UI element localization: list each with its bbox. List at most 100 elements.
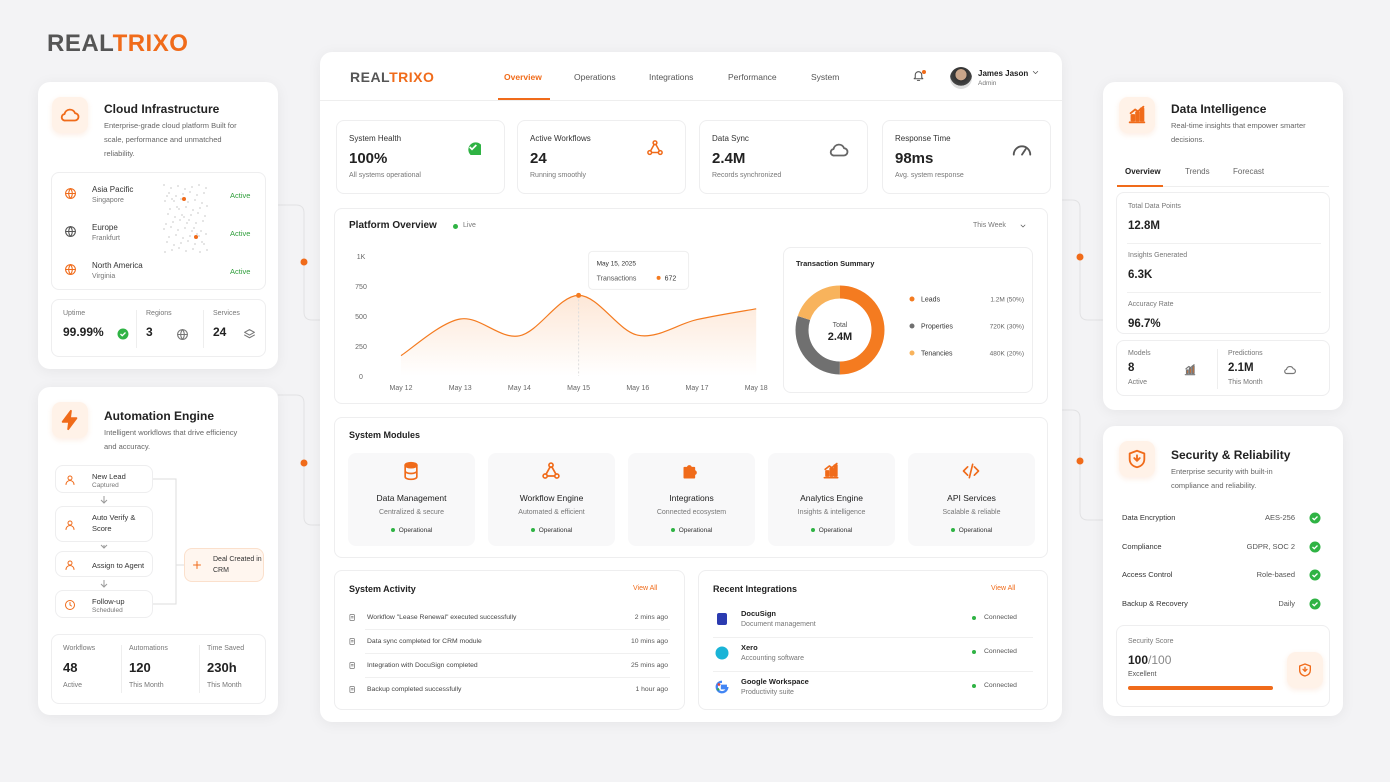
status-dot — [670, 528, 675, 533]
icon-shape — [177, 329, 188, 340]
metric-label: Insights Generated — [1128, 252, 1188, 259]
icon — [1012, 145, 1032, 156]
map-dot — [163, 184, 165, 186]
map-dot — [197, 212, 199, 214]
icon — [1309, 512, 1321, 524]
divider — [365, 677, 670, 678]
icon — [1119, 97, 1155, 133]
icon — [542, 462, 560, 479]
icon — [52, 97, 88, 133]
map-dot — [164, 200, 166, 202]
metrics-box: Total Data Points 12.8M Insights Generated… — [1116, 192, 1330, 334]
module-status: Operational — [908, 527, 1035, 534]
stat-label: Time Saved — [207, 645, 245, 652]
icon-shape — [825, 470, 830, 477]
icon-shape — [351, 640, 354, 643]
map-dot — [205, 233, 207, 235]
icon — [191, 559, 203, 571]
map-dot — [194, 243, 196, 245]
stat-value: 99.99% — [63, 325, 104, 339]
icon — [65, 600, 75, 610]
icon-shape — [349, 638, 355, 645]
icon-shape — [1185, 369, 1189, 375]
stat-label: Automations — [129, 645, 168, 652]
icon — [64, 187, 77, 200]
kpi-label: System Health — [349, 134, 402, 143]
metric-value: 12.8M — [1128, 220, 1160, 232]
icon-shape — [1191, 365, 1195, 375]
flow-arrow — [100, 580, 108, 588]
map-dot — [199, 251, 201, 253]
nav-item[interactable]: Overview — [504, 72, 542, 82]
stat-note: Active — [1128, 379, 1148, 386]
point — [576, 292, 582, 298]
icon-shape — [649, 143, 661, 154]
icon — [117, 328, 129, 340]
nav-item[interactable]: Integrations — [649, 72, 694, 82]
view-all[interactable]: View All — [991, 585, 1016, 592]
icon-shape — [829, 467, 834, 477]
icon-shape — [65, 226, 76, 237]
status-dot — [950, 528, 955, 533]
icon-shape — [913, 71, 924, 80]
kpi-value: 24 — [530, 150, 547, 167]
icon-shape — [717, 682, 721, 687]
icon — [117, 328, 129, 340]
map-dot — [173, 200, 175, 202]
region-status: Active — [230, 229, 251, 238]
nav-item[interactable]: Performance — [728, 72, 777, 82]
tab[interactable]: Trends — [1185, 167, 1210, 176]
map-dot — [193, 227, 195, 229]
icon — [401, 461, 421, 481]
stat-value: 120 — [129, 660, 151, 675]
map-dot — [172, 221, 174, 223]
icon-shape — [349, 686, 355, 693]
kpi-value: 100% — [349, 150, 388, 167]
tooltip — [588, 250, 690, 290]
icon-shape — [244, 334, 255, 339]
activity-time: 25 mins ago — [630, 662, 668, 669]
tab[interactable]: Forecast — [1233, 167, 1265, 176]
map-dot — [170, 226, 172, 228]
step-title: Follow-up — [92, 597, 125, 606]
icon — [823, 462, 839, 479]
icon — [468, 142, 481, 155]
legend-label: Leads — [921, 297, 941, 304]
score-separator: / — [1148, 653, 1152, 667]
map-dot — [187, 201, 189, 203]
nav-item[interactable]: Operations — [574, 72, 616, 82]
map-dot — [201, 202, 203, 204]
nav-item[interactable]: System — [811, 72, 840, 82]
region-name: Asia Pacific — [92, 185, 134, 194]
stat-label: Regions — [146, 310, 172, 317]
icon — [1309, 541, 1321, 553]
view-all[interactable]: View All — [633, 585, 658, 592]
card-description: Real-time insights that empower smarter … — [1171, 121, 1306, 144]
x-tick-label: May 13 — [449, 385, 472, 392]
period-select[interactable]: This Week — [973, 222, 1006, 229]
kpi-label: Data Sync — [712, 134, 749, 143]
score-box: Security Score 100/100 Excellent — [1116, 625, 1330, 707]
tab[interactable]: Overview — [1125, 167, 1161, 176]
donut-center-value: 2.4M — [828, 331, 852, 343]
icon — [1020, 224, 1026, 228]
map-dot — [189, 235, 191, 237]
brand-name: REAL — [47, 30, 113, 57]
connector-dot — [300, 459, 308, 467]
map-dot — [185, 206, 187, 208]
icon — [65, 560, 75, 570]
icon-shape — [962, 463, 980, 479]
icon-shape — [1128, 449, 1146, 469]
brand-name: REAL — [350, 69, 390, 85]
icon — [61, 409, 78, 431]
icon — [1032, 71, 1039, 74]
map-dot — [186, 222, 188, 224]
x-tick-label: May 15 — [567, 385, 590, 392]
icon-shape — [1188, 367, 1192, 375]
stats-box: Models 8 Active Predictions 2.1M This Month — [1116, 340, 1330, 396]
flow-step: New Lead Captured — [55, 465, 153, 493]
data-intelligence-card: Data Intelligence Real-time insights that… — [1103, 82, 1343, 410]
icon-shape — [469, 144, 477, 151]
line-chart: 0 250 500 750 1K May 12 May 13 May 14 May 15 May … — [355, 250, 768, 392]
